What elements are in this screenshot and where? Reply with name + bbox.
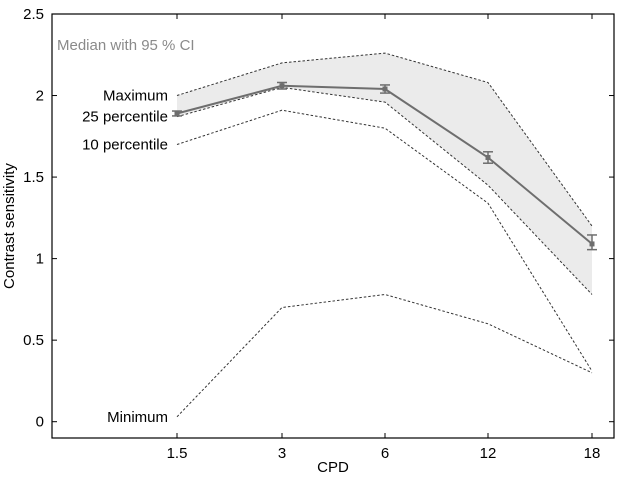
percentile-band-layer [177, 53, 592, 295]
minimum-label: Minimum [107, 409, 168, 426]
legend-text: Median with 95 % CI [57, 37, 195, 54]
10-percentile-line [176, 109, 593, 372]
y-tick-label: 2.5 [23, 6, 44, 23]
y-tick-label: 0 [36, 414, 44, 431]
maximum-label: Maximum [103, 88, 168, 105]
x-axis: 1.5 3 6 12 18 [167, 14, 601, 462]
10-percentile-label: 10 percentile [82, 136, 168, 153]
maximum-line [176, 52, 593, 227]
x-tick-label: 18 [584, 445, 601, 462]
percentile-band [177, 53, 592, 295]
percentile-lines-layer [176, 52, 593, 418]
median-point [174, 110, 180, 116]
median-point [589, 241, 595, 247]
series-labels: Maximum 25 percentile 10 percentile Minimum [82, 88, 168, 426]
25-percentile-label: 25 percentile [82, 109, 168, 126]
y-axis-label: Contrast sensitivity [1, 163, 18, 289]
plot-frame [51, 13, 615, 439]
median-point [485, 155, 491, 161]
median-point [382, 86, 388, 92]
x-tick-label: 3 [278, 445, 286, 462]
median-layer [172, 81, 597, 251]
y-tick-label: 1 [36, 251, 44, 268]
y-tick-label: 0.5 [23, 332, 44, 349]
median-point [279, 83, 285, 89]
25-percentile-line [176, 86, 593, 295]
x-tick-label: 1.5 [167, 445, 188, 462]
x-tick-label: 6 [381, 445, 389, 462]
minimum-line [176, 293, 593, 418]
x-tick-label: 12 [480, 445, 497, 462]
x-axis-label: CPD [317, 459, 349, 476]
y-tick-label: 1.5 [23, 169, 44, 186]
y-tick-label: 2 [36, 88, 44, 105]
y-axis: 0 0.5 1 1.5 2 2.5 [23, 6, 614, 431]
